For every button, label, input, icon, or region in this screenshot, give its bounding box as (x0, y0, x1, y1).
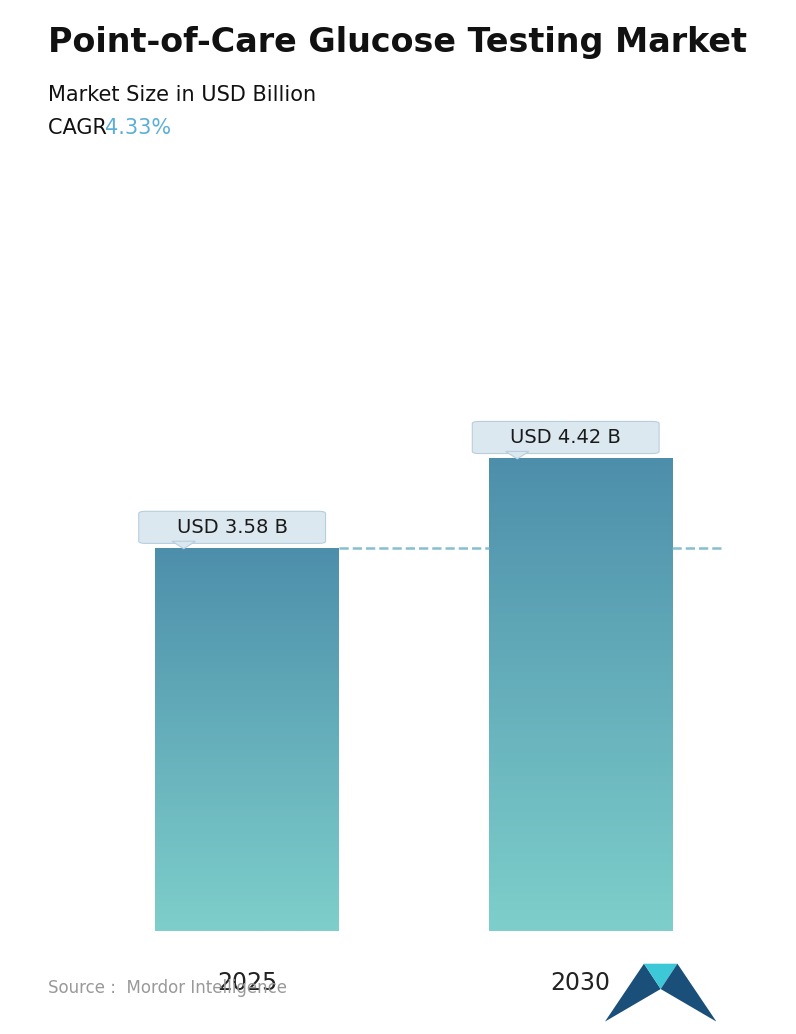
Text: Market Size in USD Billion: Market Size in USD Billion (48, 85, 316, 104)
Text: 4.33%: 4.33% (105, 118, 171, 138)
Text: USD 4.42 B: USD 4.42 B (510, 428, 621, 447)
FancyBboxPatch shape (139, 511, 326, 544)
Polygon shape (605, 964, 661, 1022)
Text: 2025: 2025 (217, 971, 277, 996)
Text: USD 3.58 B: USD 3.58 B (177, 518, 287, 537)
Polygon shape (505, 452, 529, 459)
Polygon shape (661, 964, 716, 1022)
Polygon shape (172, 541, 196, 549)
FancyBboxPatch shape (472, 422, 659, 454)
Text: 2030: 2030 (551, 971, 611, 996)
Text: Point-of-Care Glucose Testing Market: Point-of-Care Glucose Testing Market (48, 26, 747, 59)
Text: CAGR: CAGR (48, 118, 113, 138)
Text: Source :  Mordor Intelligence: Source : Mordor Intelligence (48, 979, 287, 997)
Polygon shape (644, 964, 677, 989)
